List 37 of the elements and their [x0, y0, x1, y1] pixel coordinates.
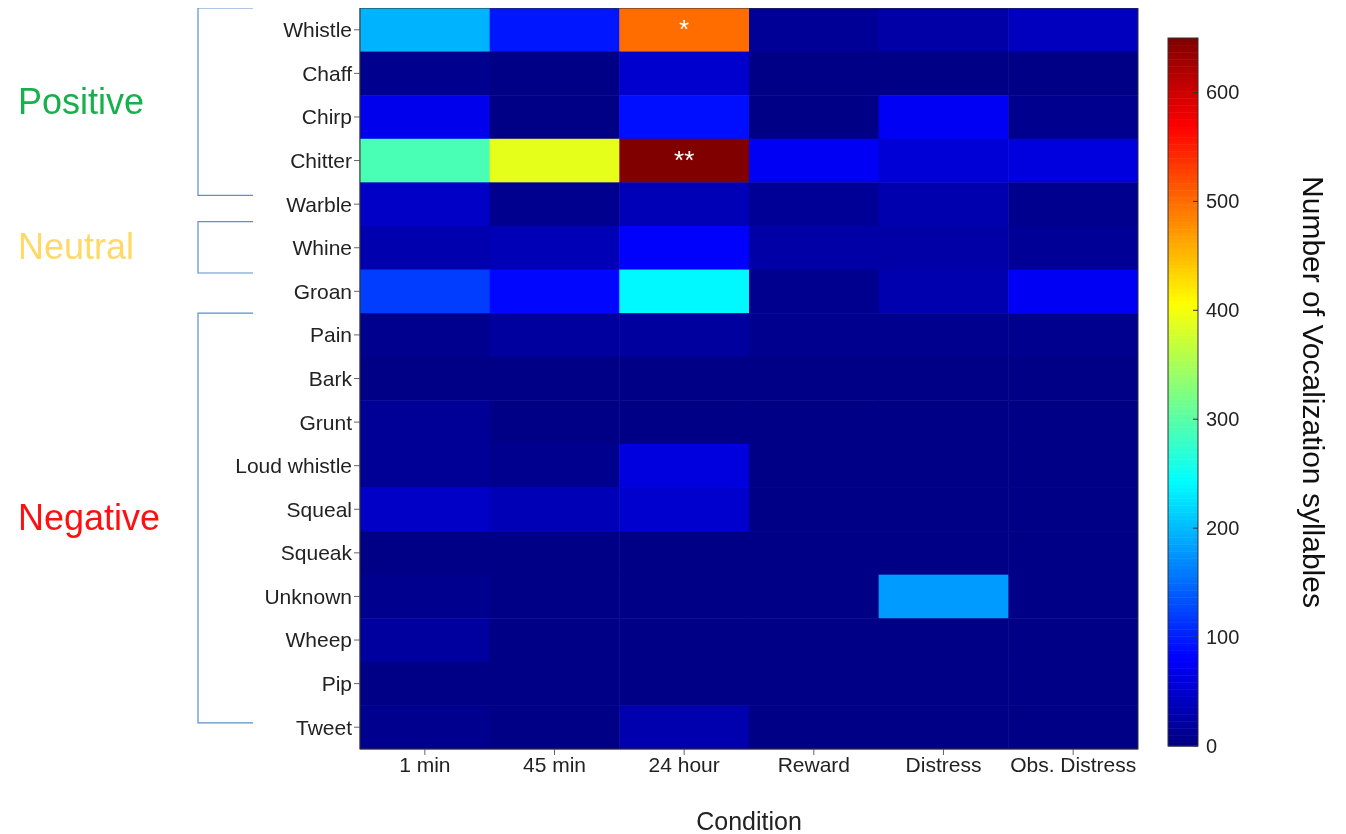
y-tick-label: Pip: [321, 672, 352, 696]
y-tick-label: Whine: [292, 236, 352, 260]
color-bar-label: 100: [1206, 626, 1240, 649]
y-tick-label: Whistle: [283, 18, 352, 42]
y-tick-label: Chaff: [302, 61, 353, 85]
y-tick-label: Chitter: [290, 149, 352, 173]
color-bar-label: 0: [1206, 735, 1218, 757]
annotation: *: [679, 13, 690, 44]
x-tick-label: Obs. Distress: [1010, 752, 1137, 776]
y-tick-label: Wheep: [285, 628, 352, 652]
color-bar-title: Number of Vocalization syllables: [1297, 176, 1330, 608]
x-axis-title: Condition: [696, 807, 802, 834]
y-tick-label: Warble: [286, 192, 352, 216]
y-tick-label: Unknown: [264, 584, 352, 608]
y-tick-label: Squeal: [286, 497, 352, 521]
x-tick-label: 45 min: [522, 752, 587, 776]
y-tick-label: Squeak: [280, 541, 353, 565]
text: Negative: [18, 496, 161, 538]
x-tick-label: 24 hour: [648, 752, 720, 776]
x-tick-label: Distress: [905, 752, 982, 776]
annotation: **: [674, 144, 695, 175]
y-tick-label: Grunt: [299, 410, 353, 434]
y-tick-label: Pain: [309, 323, 352, 347]
x-tick-label: Reward: [777, 752, 851, 776]
color-bar-label: 600: [1206, 81, 1240, 104]
y-tick-label: Groan: [293, 279, 352, 303]
text: Neutral: [18, 226, 135, 268]
y-tick-label: Bark: [308, 366, 353, 390]
color-bar-label: 400: [1206, 299, 1240, 322]
color-bar-label: 500: [1206, 190, 1240, 213]
x-tick-label: 1 min: [399, 752, 451, 776]
y-tick-label: Tweet: [295, 715, 353, 739]
text: Positive: [18, 80, 145, 122]
color-bar-label: 200: [1206, 517, 1240, 540]
y-tick-label: Loud whistle: [235, 454, 352, 478]
color-bar-label: 300: [1206, 408, 1240, 431]
y-tick-label: Chirp: [301, 105, 352, 129]
